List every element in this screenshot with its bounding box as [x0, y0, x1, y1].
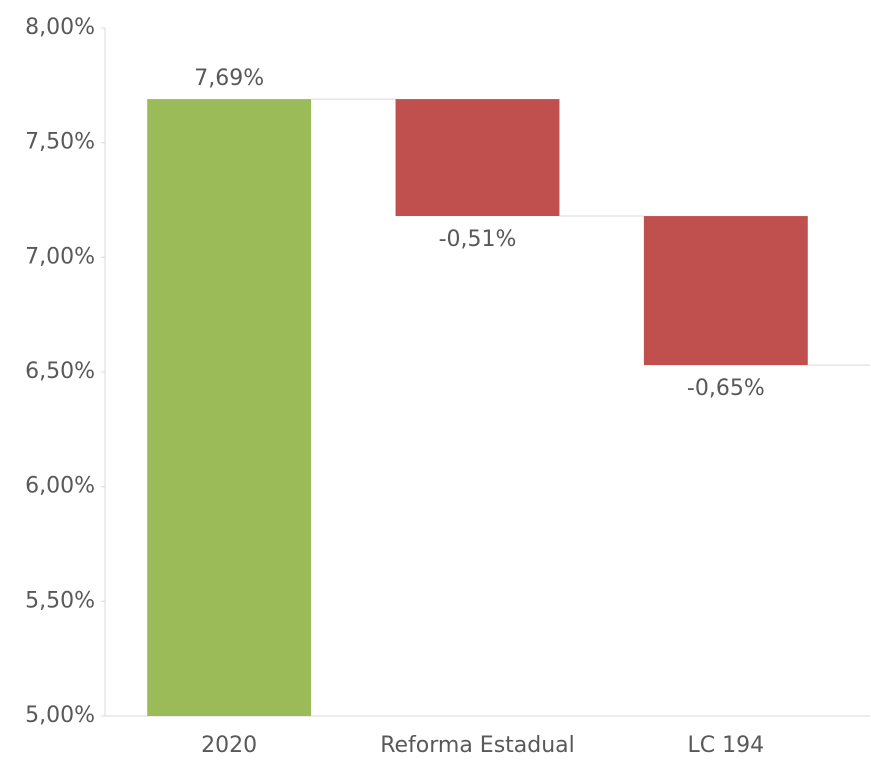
- y-tick-label: 6,00%: [25, 474, 95, 499]
- y-tick-label: 8,00%: [25, 15, 95, 40]
- bar: [395, 99, 560, 217]
- y-tick-label: 7,50%: [25, 130, 95, 155]
- value-label: -0,51%: [439, 227, 517, 252]
- y-tick-label: 7,00%: [25, 244, 95, 269]
- x-tick-label: LC 194: [688, 733, 765, 758]
- y-tick-label: 5,50%: [25, 588, 95, 613]
- x-tick-label: Reforma Estadual: [380, 733, 575, 758]
- bar: [643, 216, 808, 366]
- value-label: -0,65%: [687, 376, 765, 401]
- value-label: 7,69%: [194, 66, 264, 91]
- bar: [147, 99, 312, 717]
- x-tick-label: 2020: [201, 733, 257, 758]
- y-tick-label: 5,00%: [25, 703, 95, 728]
- y-tick-label: 6,50%: [25, 359, 95, 384]
